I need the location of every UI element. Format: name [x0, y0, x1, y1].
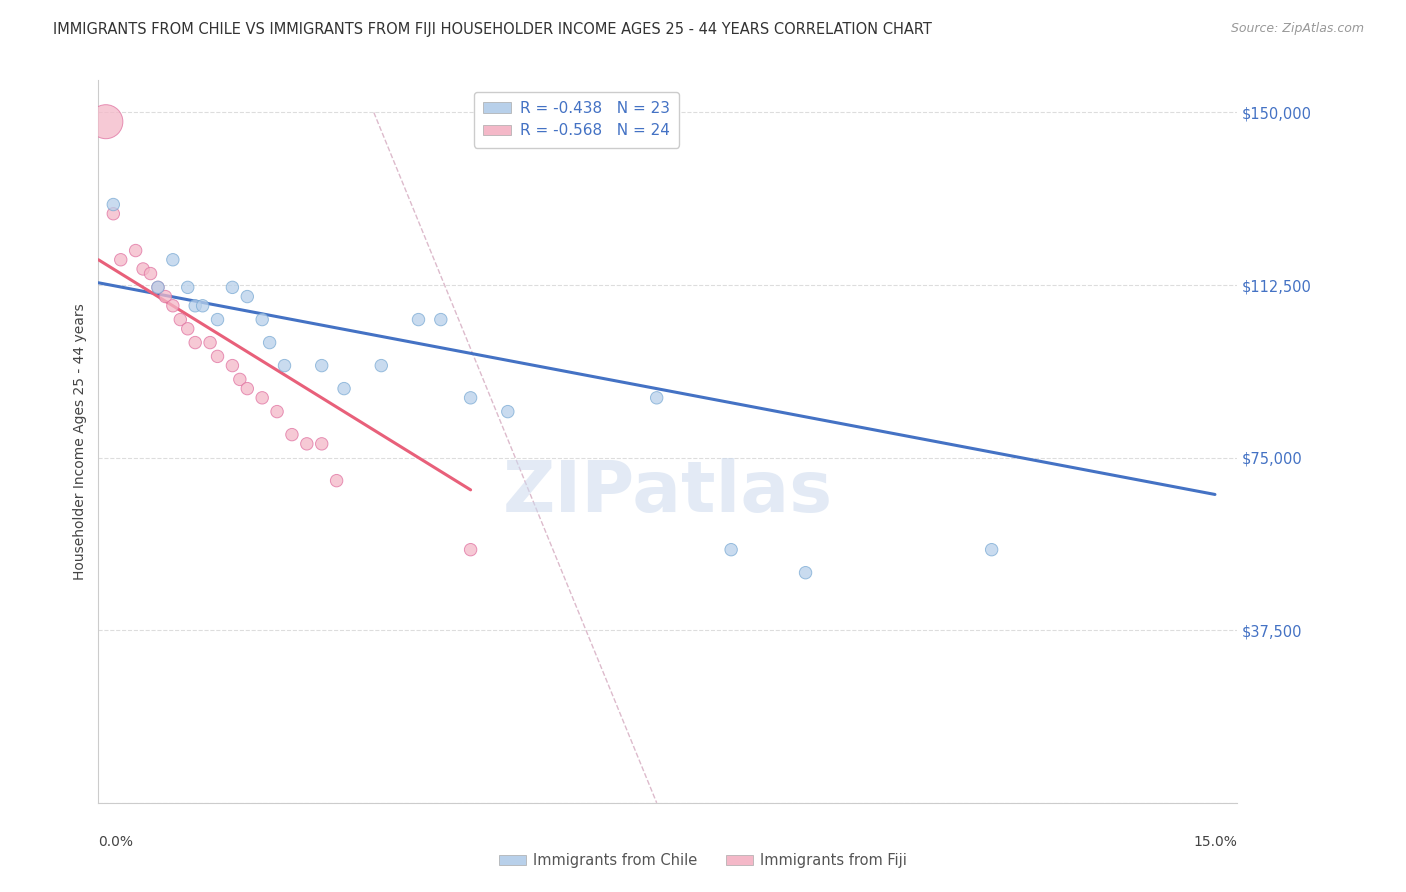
Point	[177, 322, 200, 336]
Text: IMMIGRANTS FROM CHILE VS IMMIGRANTS FROM FIJI HOUSEHOLDER INCOME AGES 25 - 44 YE: IMMIGRANTS FROM CHILE VS IMMIGRANTS FROM…	[53, 22, 932, 37]
Point	[980, 542, 1002, 557]
Point	[155, 289, 177, 303]
Point	[184, 299, 207, 313]
Point	[645, 391, 668, 405]
Point	[162, 299, 184, 313]
Point	[162, 252, 184, 267]
Point	[259, 335, 281, 350]
Legend: Immigrants from Chile, Immigrants from Fiji: Immigrants from Chile, Immigrants from F…	[494, 847, 912, 874]
Point	[370, 359, 392, 373]
Point	[408, 312, 430, 326]
Point	[720, 542, 742, 557]
Point	[266, 404, 288, 418]
Text: 0.0%: 0.0%	[98, 835, 134, 849]
Point	[273, 359, 295, 373]
Point	[236, 289, 259, 303]
Point	[221, 359, 243, 373]
Point	[430, 312, 453, 326]
Point	[460, 542, 482, 557]
Point	[311, 437, 333, 451]
Point	[281, 427, 304, 442]
Point	[132, 262, 155, 277]
Point	[103, 207, 125, 221]
Point	[236, 382, 259, 396]
Legend: R = -0.438   N = 23, R = -0.568   N = 24: R = -0.438 N = 23, R = -0.568 N = 24	[474, 92, 679, 147]
Point	[191, 299, 214, 313]
Text: Source: ZipAtlas.com: Source: ZipAtlas.com	[1230, 22, 1364, 36]
Point	[103, 197, 125, 211]
Point	[177, 280, 200, 294]
Point	[295, 437, 318, 451]
Point	[250, 312, 273, 326]
Point	[333, 382, 356, 396]
Point	[198, 335, 221, 350]
Text: ZIPatlas: ZIPatlas	[503, 458, 832, 526]
Point	[229, 372, 252, 386]
Point	[207, 312, 229, 326]
Text: 15.0%: 15.0%	[1194, 835, 1237, 849]
Point	[146, 280, 169, 294]
Point	[169, 312, 191, 326]
Y-axis label: Householder Income Ages 25 - 44 years: Householder Income Ages 25 - 44 years	[73, 303, 87, 580]
Point	[496, 404, 519, 418]
Point	[311, 359, 333, 373]
Point	[794, 566, 817, 580]
Point	[110, 252, 132, 267]
Point	[325, 474, 347, 488]
Point	[139, 267, 162, 281]
Point	[124, 244, 146, 258]
Point	[207, 350, 229, 364]
Point	[146, 280, 169, 294]
Point	[184, 335, 207, 350]
Point	[250, 391, 273, 405]
Point	[460, 391, 482, 405]
Point	[94, 114, 117, 128]
Point	[221, 280, 243, 294]
